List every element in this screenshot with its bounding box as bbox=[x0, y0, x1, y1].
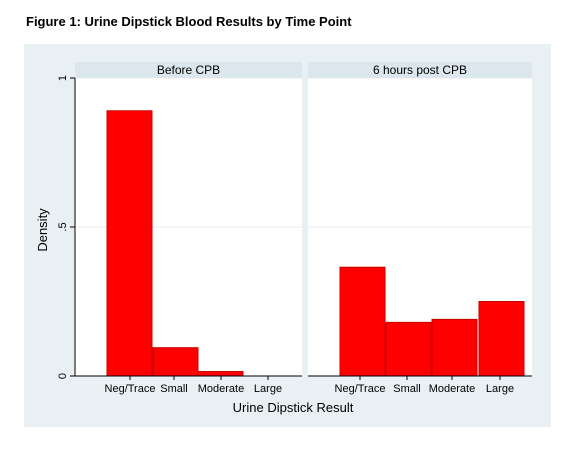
y-tick-label: .5 bbox=[57, 222, 69, 231]
bar-neg-trace bbox=[106, 110, 153, 377]
panel-1: Before CPB Neg/Trace Small Moderate Large bbox=[75, 62, 302, 395]
x-tick-label: Large bbox=[254, 383, 282, 395]
x-tick-label: Neg/Trace bbox=[335, 383, 386, 395]
y-axis-title: Density bbox=[35, 208, 50, 252]
bar-small bbox=[152, 347, 199, 377]
x-tick-label: Small bbox=[393, 383, 421, 395]
bar-neg-trace bbox=[339, 266, 386, 377]
y-tick-label: 0 bbox=[57, 373, 69, 379]
x-axis-title: Urine Dipstick Result bbox=[233, 400, 354, 415]
panel-title: 6 hours post CPB bbox=[373, 63, 467, 77]
panel-2: 6 hours post CPB Neg/Trace Small Moderate La… bbox=[308, 62, 532, 395]
panel-header bbox=[75, 62, 302, 78]
x-tick-label: Small bbox=[160, 383, 188, 395]
x-tick-label: Moderate bbox=[198, 383, 244, 395]
bar-moderate bbox=[431, 318, 478, 377]
x-tick-label: Large bbox=[486, 383, 514, 395]
bar-moderate bbox=[197, 371, 244, 377]
x-tick-label: Moderate bbox=[429, 383, 475, 395]
panel-header bbox=[308, 62, 532, 78]
x-tick-label: Neg/Trace bbox=[105, 383, 156, 395]
figure-title: Figure 1: Urine Dipstick Blood Results b… bbox=[26, 14, 352, 29]
bar-large bbox=[478, 301, 525, 377]
panel-title: Before CPB bbox=[157, 63, 220, 77]
y-axis: 0.51 bbox=[57, 75, 76, 379]
y-tick-label: 1 bbox=[57, 75, 69, 81]
bar-small bbox=[385, 321, 432, 377]
